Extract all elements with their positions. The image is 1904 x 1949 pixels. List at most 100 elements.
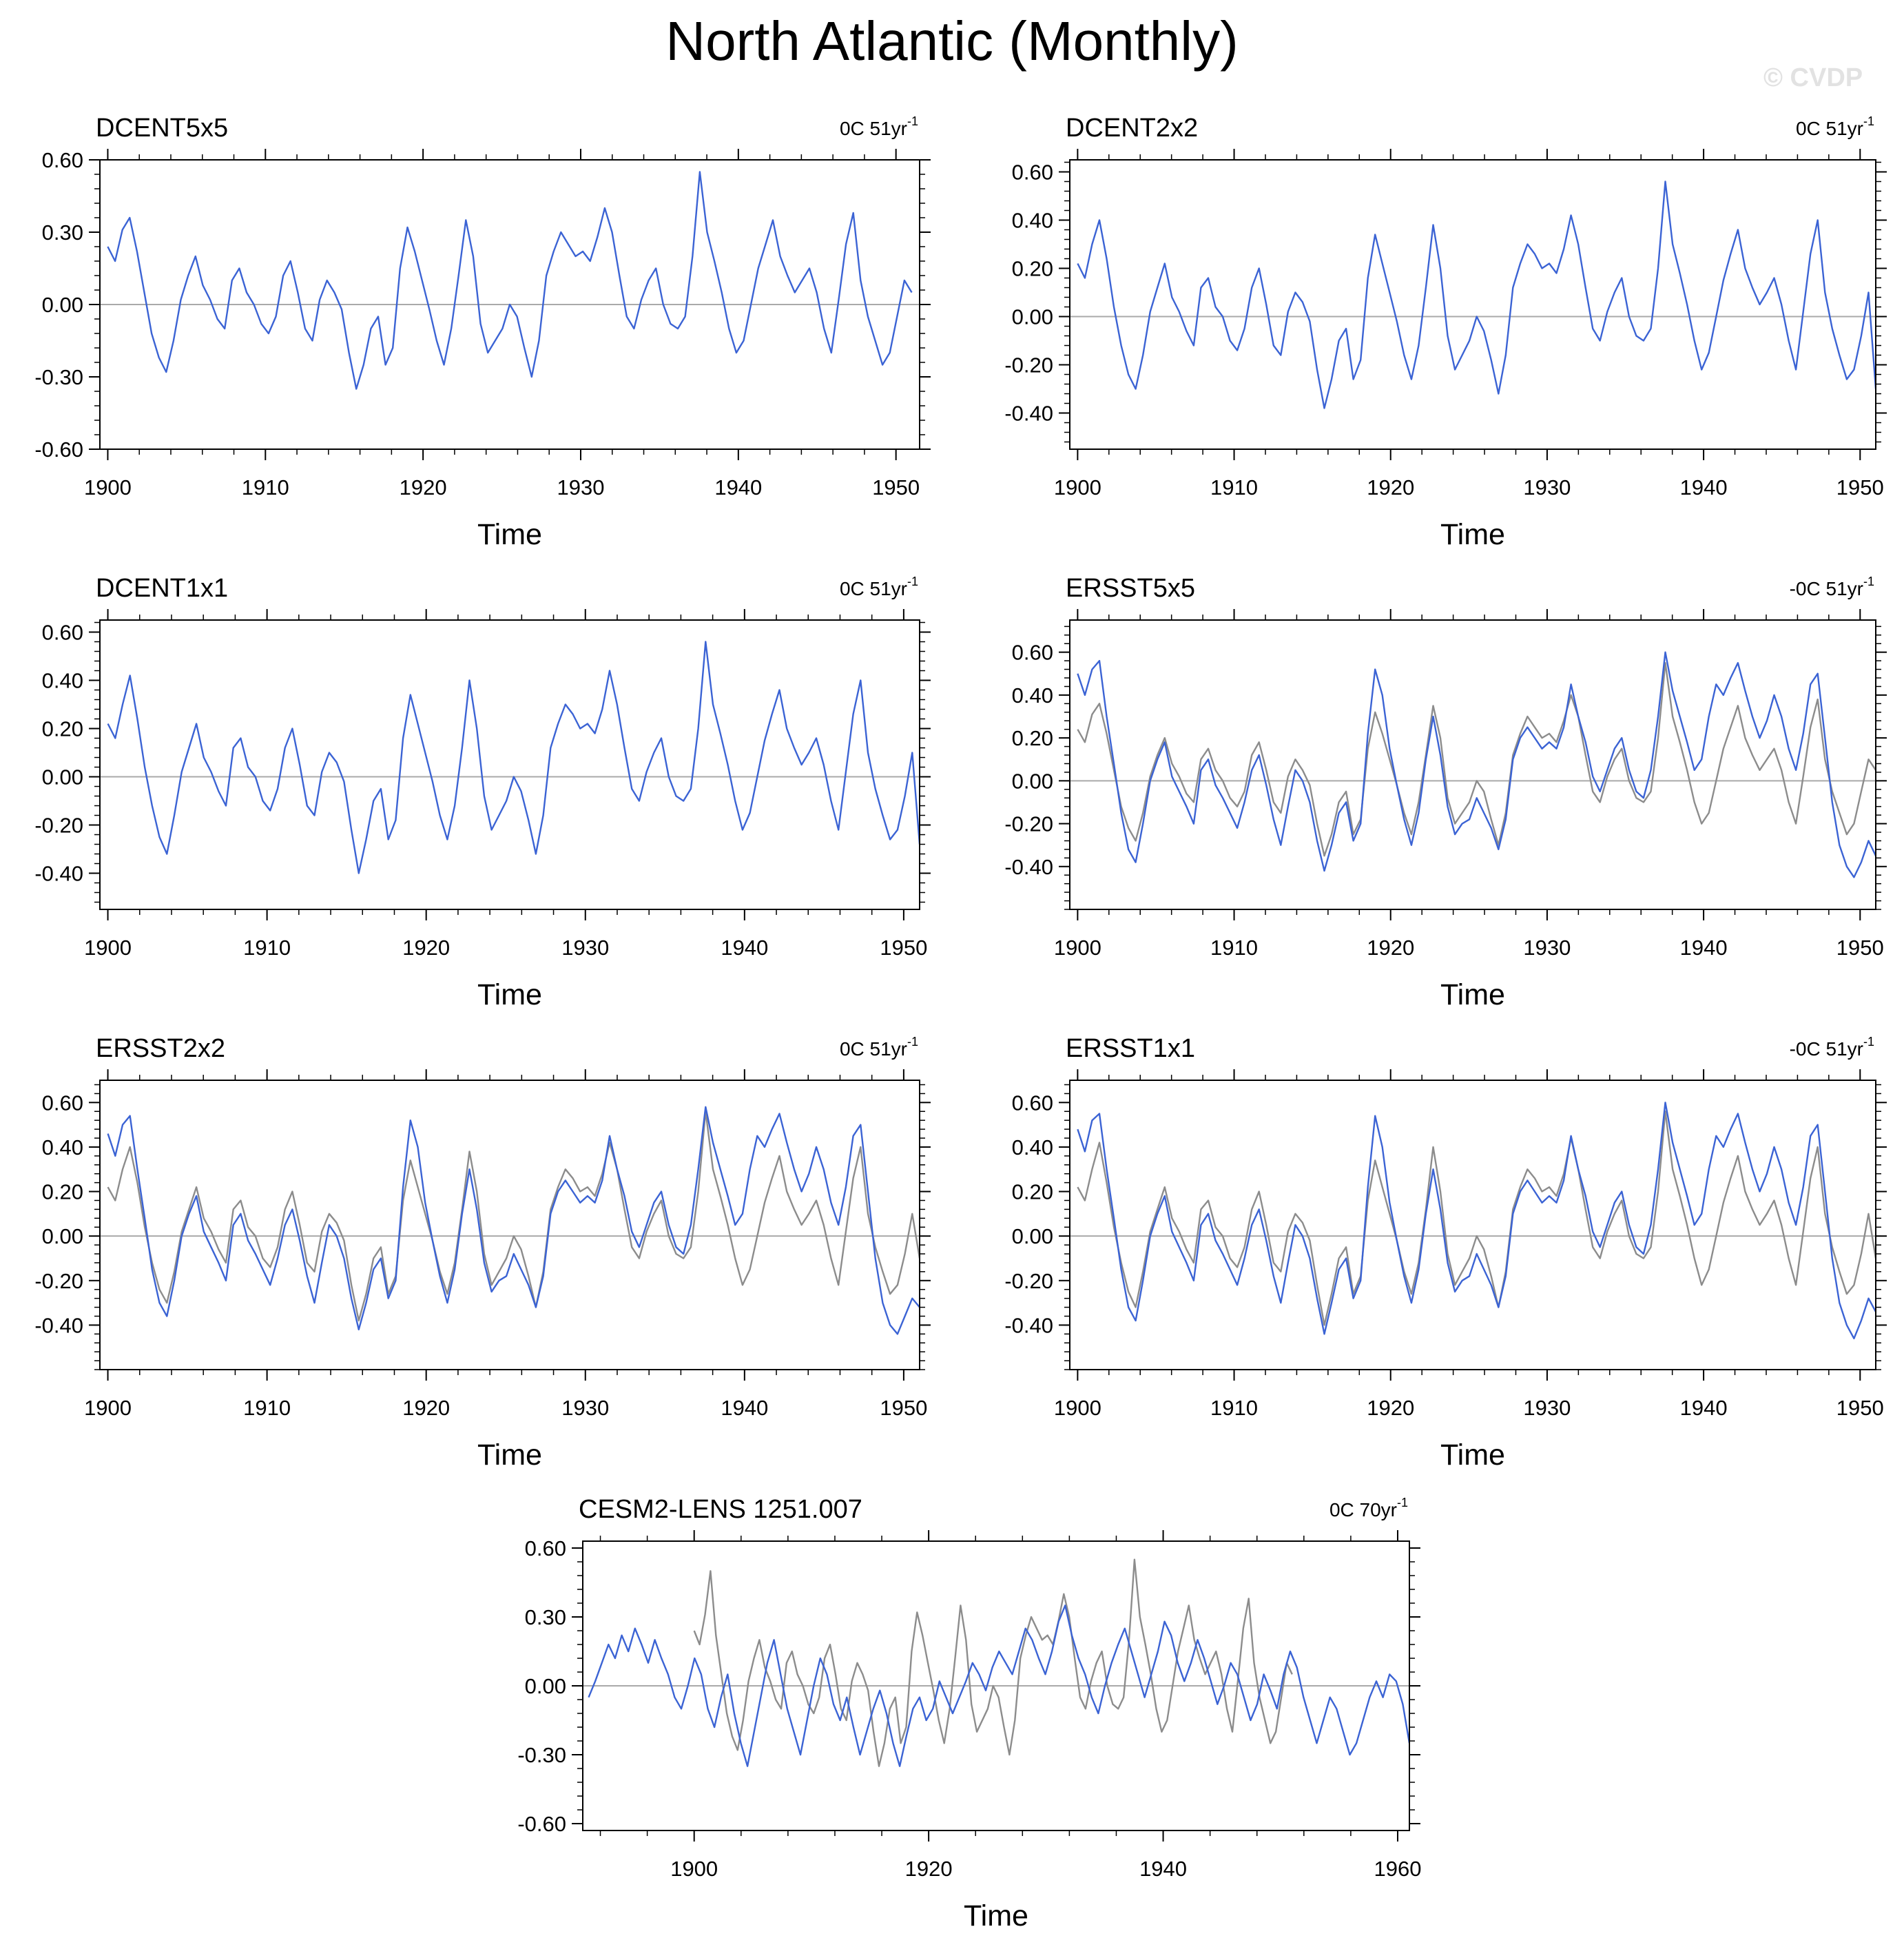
trend-value: -0C 51yr xyxy=(1790,1038,1863,1060)
y-tick-label: -0.40 xyxy=(1004,855,1053,879)
reference-series-line xyxy=(107,1110,920,1322)
trend-label: 0C 51yr-1 xyxy=(1796,114,1874,139)
panel-title: ERSST5x5 xyxy=(1066,574,1195,603)
y-tick-label: 0.00 xyxy=(42,293,83,317)
series-line xyxy=(588,1605,1409,1767)
x-tick-label: 1900 xyxy=(1054,475,1101,499)
x-axis-label: Time xyxy=(1440,518,1505,551)
plot-frame xyxy=(99,1080,920,1370)
panel-title: ERSST2x2 xyxy=(96,1034,225,1063)
panel-title: ERSST1x1 xyxy=(1066,1034,1195,1063)
plot-frame xyxy=(1069,1080,1876,1370)
y-tick-label: 0.00 xyxy=(1012,769,1053,793)
y-tick-label: 0.40 xyxy=(1012,683,1053,708)
x-tick-label: 1930 xyxy=(561,936,609,960)
x-tick-label: 1950 xyxy=(1836,475,1884,499)
x-tick-label: 1910 xyxy=(1210,936,1258,960)
x-axis-label: Time xyxy=(477,1438,542,1472)
trend-value: -0C 51yr xyxy=(1790,578,1863,599)
x-tick-label: 1930 xyxy=(557,475,604,499)
plot-frame xyxy=(1069,159,1876,450)
y-tick-label: -0.20 xyxy=(1004,812,1053,836)
y-tick-label: 0.60 xyxy=(42,621,83,645)
trend-exponent: -1 xyxy=(1397,1496,1408,1509)
y-tick-label: 0.60 xyxy=(42,148,83,172)
x-tick-label: 1900 xyxy=(1054,1396,1101,1420)
y-tick-label: 0.30 xyxy=(525,1605,566,1629)
x-tick-label: 1940 xyxy=(1680,936,1728,960)
chart-panel: ERSST5x5 -0C 51yr-1 -0.40 -0.20 0.00 0.20 0.40… xyxy=(1004,574,1887,1011)
trend-value: 0C 51yr xyxy=(840,578,907,599)
trend-value: 0C 70yr xyxy=(1329,1499,1397,1520)
y-tick-label: -0.20 xyxy=(1004,353,1053,378)
y-tick-label: -0.40 xyxy=(1004,402,1053,426)
y-tick-label: -0.60 xyxy=(34,437,83,462)
x-tick-label: 1910 xyxy=(242,475,289,499)
panel-title: CESM2-LENS 1251.007 xyxy=(579,1495,862,1524)
y-tick-label: -0.20 xyxy=(34,814,83,838)
x-tick-label: 1900 xyxy=(1054,936,1101,960)
chart-panel: DCENT2x2 0C 51yr-1 -0.40 -0.20 0.00 0.20 0.40 0… xyxy=(1004,114,1887,551)
x-tick-label: 1920 xyxy=(1367,936,1414,960)
chart-panel: ERSST1x1 -0C 51yr-1 -0.40 -0.20 0.00 0.20 0.40… xyxy=(1004,1034,1887,1472)
series-line xyxy=(107,171,913,390)
panel-title: DCENT1x1 xyxy=(96,574,228,603)
y-tick-label: -0.40 xyxy=(34,862,83,886)
y-tick-label: 0.60 xyxy=(1012,1091,1053,1115)
series-line xyxy=(107,641,920,874)
y-tick-label: 0.40 xyxy=(42,669,83,693)
x-axis-label: Time xyxy=(477,978,542,1011)
x-tick-label: 1900 xyxy=(670,1857,718,1881)
trend-label: -0C 51yr-1 xyxy=(1790,575,1874,599)
x-tick-label: 1940 xyxy=(1680,475,1728,499)
y-tick-label: 0.00 xyxy=(1012,1224,1053,1248)
x-tick-label: 1910 xyxy=(1210,475,1258,499)
y-tick-label: 0.30 xyxy=(42,220,83,245)
panel-title: DCENT5x5 xyxy=(96,114,228,143)
chart-panel: DCENT1x1 0C 51yr-1 -0.40 -0.20 0.00 0.20 0.40 0… xyxy=(34,574,931,1011)
x-tick-label: 1920 xyxy=(1367,1396,1414,1420)
x-tick-label: 1940 xyxy=(714,475,762,499)
y-tick-label: -0.60 xyxy=(517,1812,566,1836)
page-title: North Atlantic (Monthly) xyxy=(665,10,1239,72)
trend-exponent: -1 xyxy=(1863,575,1874,588)
y-tick-label: -0.20 xyxy=(34,1269,83,1293)
x-tick-label: 1900 xyxy=(84,936,132,960)
reference-series-line xyxy=(693,1558,1293,1767)
plot-frame xyxy=(1069,619,1876,910)
chart-panel: ERSST2x2 0C 51yr-1 -0.40 -0.20 0.00 0.20 0.40 0… xyxy=(34,1034,931,1472)
y-tick-label: 0.40 xyxy=(1012,209,1053,233)
x-tick-label: 1950 xyxy=(880,936,927,960)
x-tick-label: 1940 xyxy=(721,936,768,960)
x-tick-label: 1940 xyxy=(1139,1857,1187,1881)
y-tick-label: -0.40 xyxy=(1004,1313,1053,1337)
trend-exponent: -1 xyxy=(907,575,918,588)
panel-title: DCENT2x2 xyxy=(1066,114,1198,143)
x-tick-label: 1940 xyxy=(1680,1396,1728,1420)
y-tick-label: 0.00 xyxy=(1012,305,1053,329)
x-tick-label: 1950 xyxy=(880,1396,927,1420)
series-line xyxy=(1077,651,1876,878)
x-tick-label: 1920 xyxy=(400,475,447,499)
series-line xyxy=(107,1106,920,1335)
trend-value: 0C 51yr xyxy=(840,118,907,139)
y-tick-label: 0.60 xyxy=(42,1091,83,1115)
y-tick-label: 0.20 xyxy=(1012,1180,1053,1204)
x-tick-label: 1950 xyxy=(872,475,920,499)
y-tick-label: 0.00 xyxy=(42,1224,83,1248)
trend-exponent: -1 xyxy=(1863,1035,1874,1049)
x-tick-label: 1910 xyxy=(243,1396,291,1420)
x-tick-label: 1920 xyxy=(402,936,450,960)
y-tick-label: 0.20 xyxy=(42,717,83,741)
y-tick-label: 0.20 xyxy=(1012,726,1053,750)
reference-series-line xyxy=(1077,662,1876,857)
x-tick-label: 1960 xyxy=(1374,1857,1421,1881)
x-tick-label: 1950 xyxy=(1836,936,1884,960)
x-tick-label: 1940 xyxy=(721,1396,768,1420)
x-axis-label: Time xyxy=(1440,1438,1505,1472)
y-tick-label: -0.30 xyxy=(517,1743,566,1767)
x-tick-label: 1950 xyxy=(1836,1396,1884,1420)
x-tick-label: 1920 xyxy=(905,1857,953,1881)
chart-panel: DCENT5x5 0C 51yr-1 -0.60 -0.30 0.00 0.30 0.60 1… xyxy=(34,114,931,551)
